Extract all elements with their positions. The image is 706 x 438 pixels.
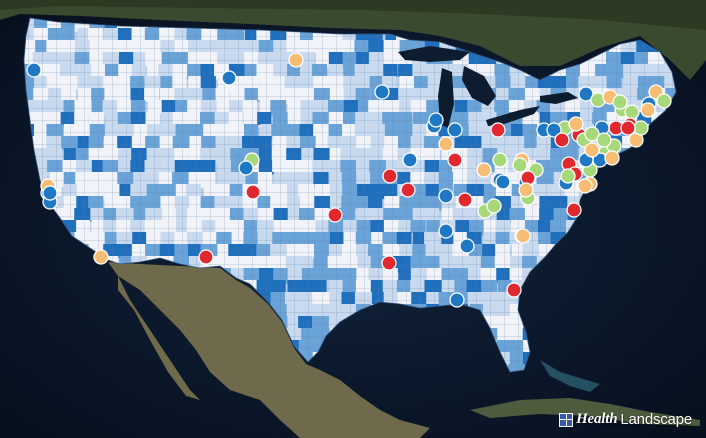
canada-landmass [0, 0, 706, 80]
map-marker-orange[interactable] [288, 52, 304, 68]
brand-watermark: Health Landscape [559, 411, 692, 428]
map-marker-green[interactable] [596, 132, 612, 148]
map-marker-orange[interactable] [640, 102, 656, 118]
mexico-landmass [108, 262, 430, 438]
map-marker-blue[interactable] [402, 152, 418, 168]
markers-layer [26, 52, 672, 308]
map-marker-blue[interactable] [438, 188, 454, 204]
map-marker-green[interactable] [633, 120, 649, 136]
map-marker-red[interactable] [506, 282, 522, 298]
map-marker-red[interactable] [566, 202, 582, 218]
map-marker-blue[interactable] [438, 223, 454, 239]
map-marker-orange[interactable] [476, 162, 492, 178]
cuba-island [470, 398, 700, 426]
map-marker-blue[interactable] [449, 292, 465, 308]
map-marker-green[interactable] [486, 198, 502, 214]
grid-logo-icon [559, 412, 574, 427]
lake-huron [462, 66, 496, 106]
map-marker-orange[interactable] [584, 142, 600, 158]
lake-superior [398, 46, 470, 62]
map-marker-blue[interactable] [374, 84, 390, 100]
map-marker-green[interactable] [624, 104, 640, 120]
map-marker-blue[interactable] [546, 122, 562, 138]
brand-name-landscape: Landscape [620, 411, 692, 428]
bahamas-shallows [540, 360, 600, 392]
map-marker-red[interactable] [490, 122, 506, 138]
lake-michigan [438, 68, 454, 128]
map-marker-red[interactable] [620, 120, 636, 136]
map-marker-green[interactable] [560, 168, 576, 184]
map-marker-orange[interactable] [438, 136, 454, 152]
map-marker-red[interactable] [327, 207, 343, 223]
lake-ontario [540, 92, 578, 104]
map-marker-red[interactable] [245, 184, 261, 200]
map-marker-red[interactable] [447, 152, 463, 168]
map-marker-red[interactable] [382, 168, 398, 184]
map-marker-red[interactable] [457, 192, 473, 208]
map-marker-green[interactable] [492, 152, 508, 168]
map-marker-green[interactable] [512, 157, 528, 173]
map-marker-green[interactable] [656, 93, 672, 109]
great-lakes [398, 46, 578, 128]
map-marker-orange[interactable] [93, 249, 109, 265]
map-marker-orange[interactable] [577, 178, 593, 194]
map-marker-blue[interactable] [459, 238, 475, 254]
map-marker-blue[interactable] [578, 86, 594, 102]
map-marker-blue[interactable] [495, 174, 511, 190]
map-marker-orange[interactable] [515, 228, 531, 244]
map-marker-blue[interactable] [447, 122, 463, 138]
map-marker-blue[interactable] [42, 185, 58, 201]
map-marker-green[interactable] [612, 94, 628, 110]
map-marker-green[interactable] [584, 126, 600, 142]
map-marker-orange[interactable] [604, 150, 620, 166]
map-marker-red[interactable] [198, 249, 214, 265]
lake-erie [486, 106, 540, 126]
brand-name-health: Health [576, 411, 618, 427]
canada-forest [0, 0, 706, 30]
map-marker-red[interactable] [400, 182, 416, 198]
map-marker-blue[interactable] [26, 62, 42, 78]
map-marker-orange[interactable] [518, 182, 534, 198]
map-marker-orange[interactable] [568, 116, 584, 132]
map-marker-blue[interactable] [428, 112, 444, 128]
map-marker-red[interactable] [381, 255, 397, 271]
map-marker-red[interactable] [554, 132, 570, 148]
map-marker-blue[interactable] [238, 160, 254, 176]
map-marker-blue[interactable] [221, 70, 237, 86]
